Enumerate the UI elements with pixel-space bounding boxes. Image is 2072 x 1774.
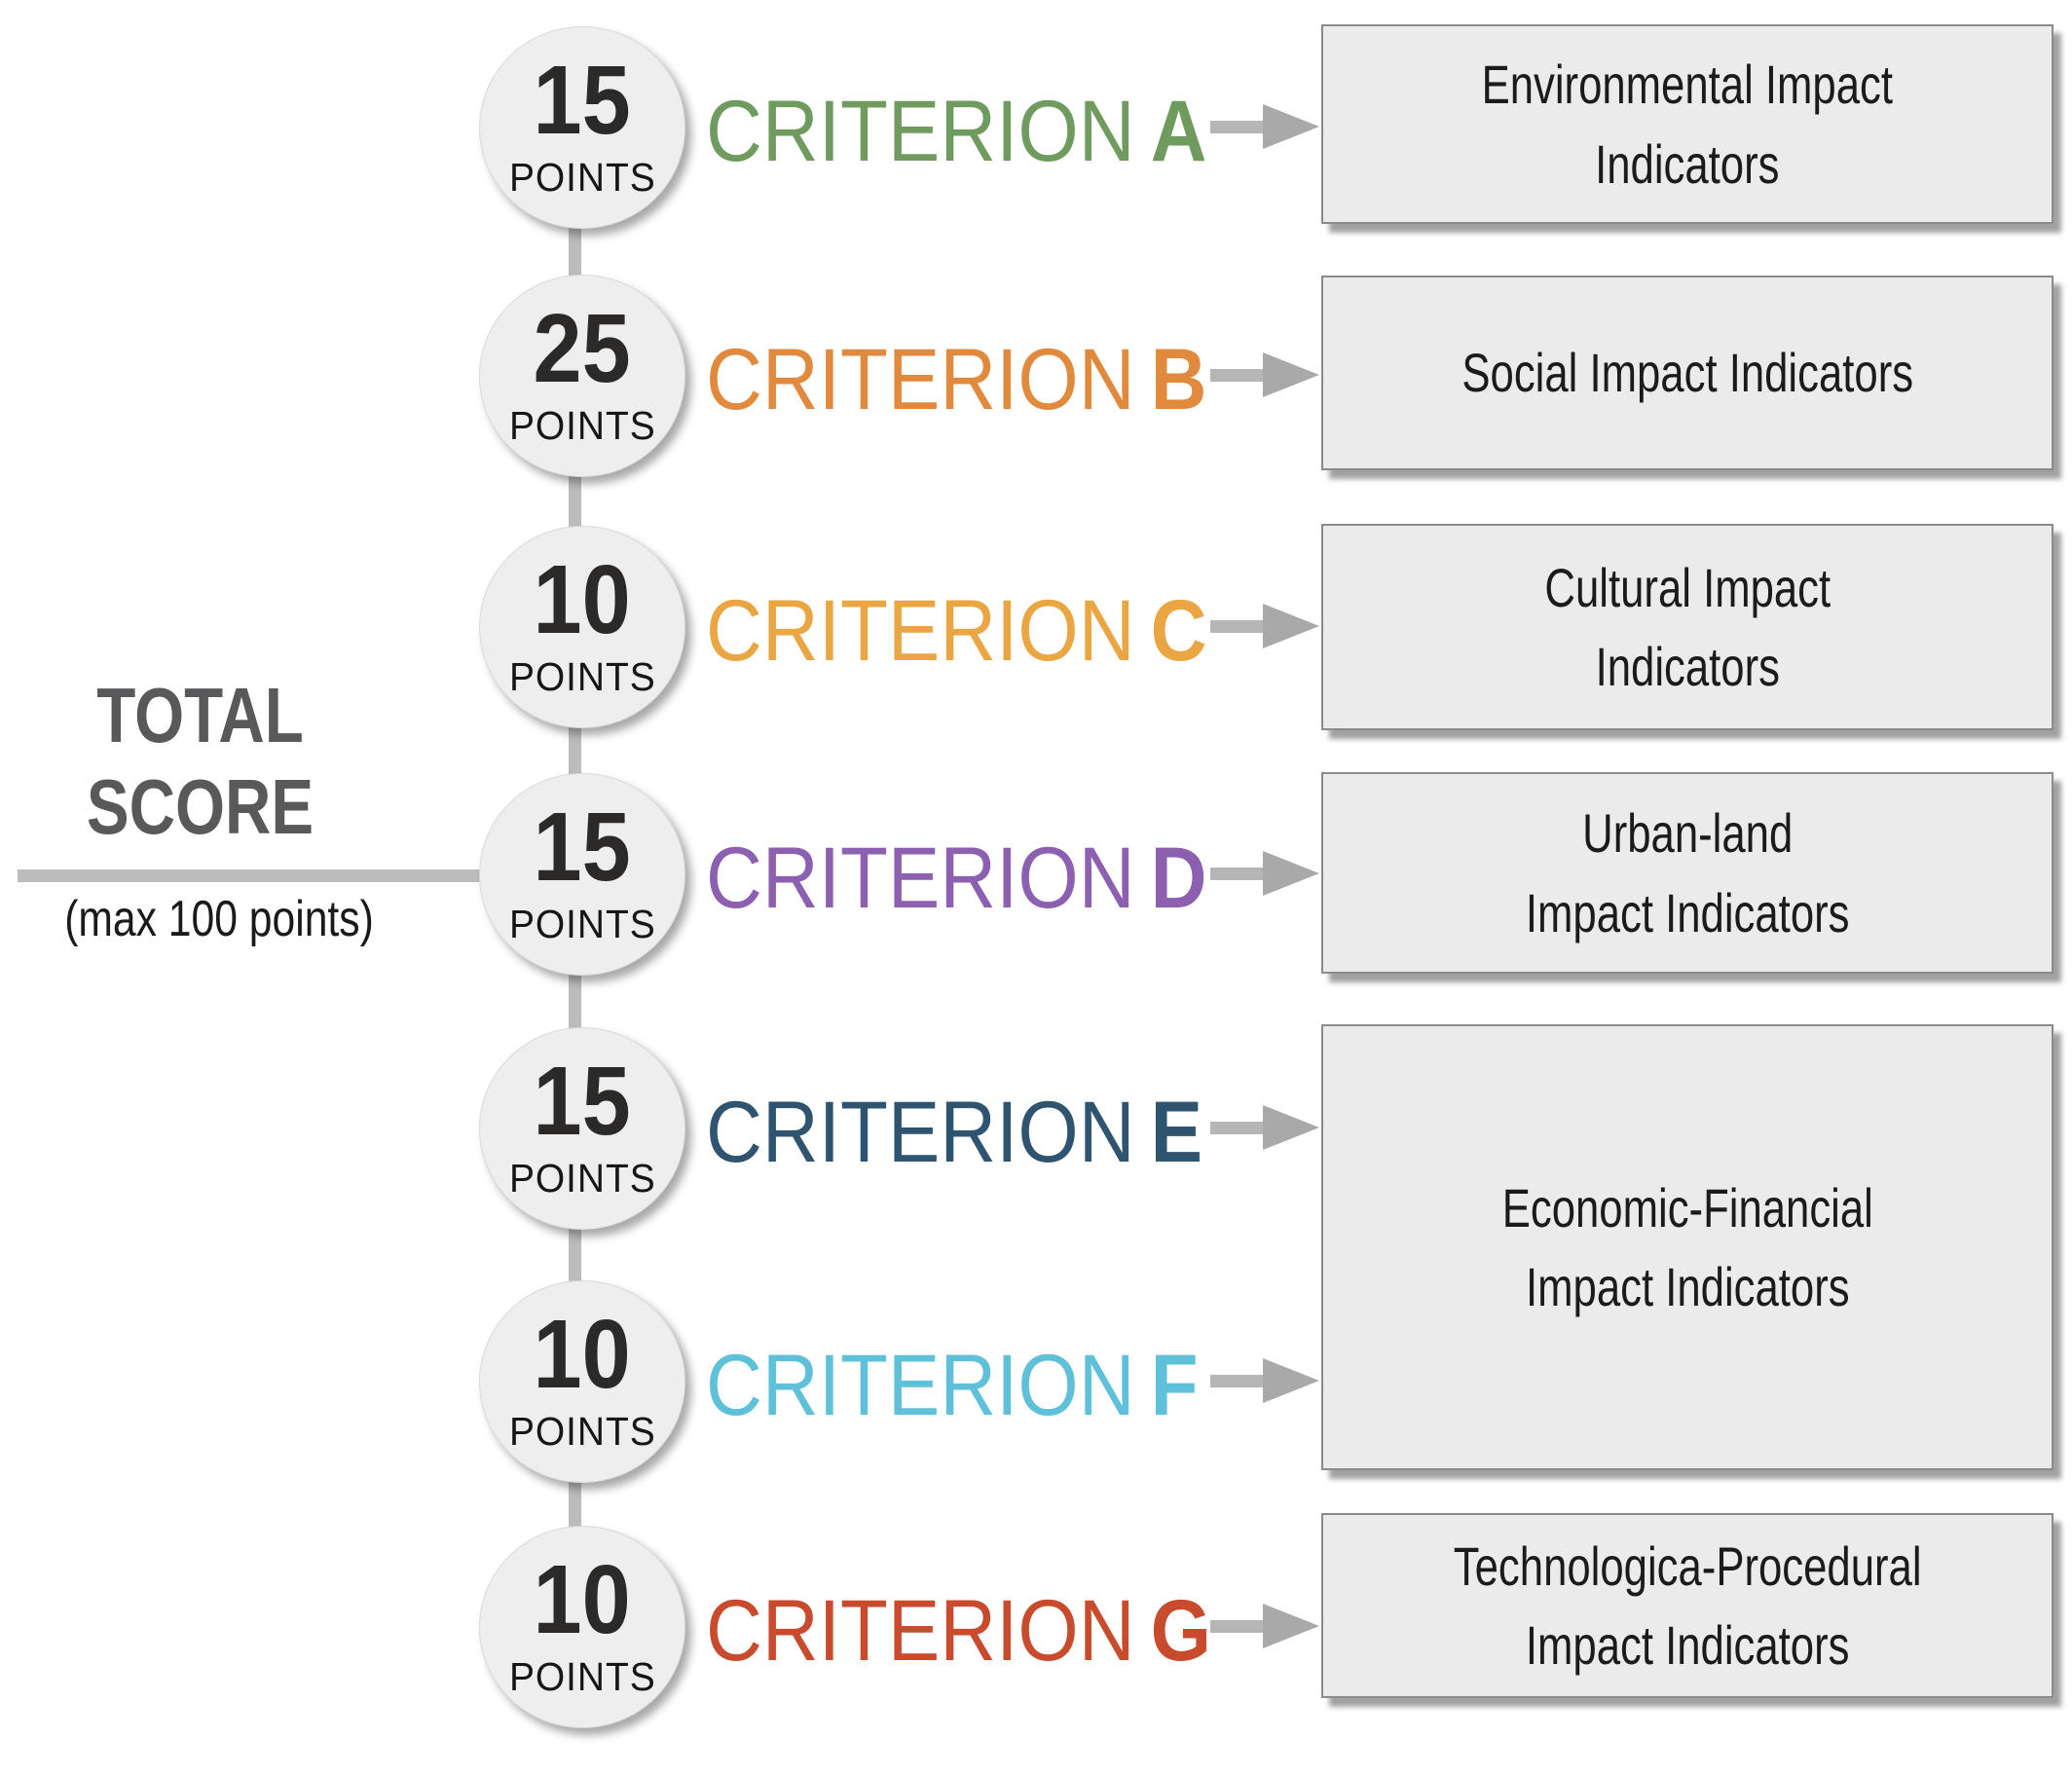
points-value: 10 xyxy=(533,1545,632,1654)
criterion-letter: G xyxy=(1150,1580,1211,1679)
arrow-shaft xyxy=(1210,619,1263,633)
criterion-row-e: 15 POINTS CRITERION E xyxy=(479,1025,1433,1230)
total-score-line2: SCORE xyxy=(86,763,314,851)
criterion-word: CRITERION xyxy=(706,1580,1135,1679)
points-badge: 10 POINTS xyxy=(479,526,685,728)
total-score-label: TOTAL SCORE xyxy=(66,670,334,854)
points-badge: 15 POINTS xyxy=(479,26,685,229)
criterion-word: CRITERION xyxy=(706,81,1135,179)
indicator-box-label: Environmental Impact Indicators xyxy=(1481,54,1894,195)
criterion-word: CRITERION xyxy=(706,580,1135,679)
criterion-label: CRITERION E xyxy=(706,1025,1202,1234)
indicator-box-cultural: Cultural Impact Indicators xyxy=(1321,524,2054,730)
arrow-right-icon xyxy=(1210,1604,1319,1648)
arrow-right-icon xyxy=(1210,104,1319,149)
indicator-box-environmental: Environmental Impact Indicators xyxy=(1321,24,2054,224)
points-value: 15 xyxy=(533,793,632,902)
criterion-label: CRITERION G xyxy=(706,1524,1211,1732)
points-unit-label: POINTS xyxy=(508,654,656,699)
criterion-letter: A xyxy=(1150,81,1207,179)
points-unit-label: POINTS xyxy=(508,902,656,946)
criterion-word: CRITERION xyxy=(706,1082,1135,1180)
indicator-box-label: Technologica-Procedural Impact Indicator… xyxy=(1453,1534,1922,1676)
arrow-shaft xyxy=(1210,368,1263,382)
criterion-word: CRITERION xyxy=(706,329,1135,427)
indicator-box-label: Cultural Impact Indicators xyxy=(1544,556,1831,697)
arrow-right-icon xyxy=(1210,851,1319,896)
criterion-row-d: 15 POINTS CRITERION D xyxy=(479,771,1433,976)
indicator-box-label: Social Impact Indicators xyxy=(1462,342,1913,404)
points-unit-label: POINTS xyxy=(508,1654,656,1699)
points-badge: 15 POINTS xyxy=(479,773,685,976)
arrow-shaft xyxy=(1210,1374,1263,1387)
points-badge: 25 POINTS xyxy=(479,275,685,477)
arrow-shaft xyxy=(1210,1619,1263,1633)
criterion-label: CRITERION C xyxy=(706,524,1206,732)
total-score-line1: TOTAL xyxy=(96,672,304,758)
criterion-letter: E xyxy=(1150,1082,1203,1180)
points-value: 25 xyxy=(533,294,632,403)
indicator-box-urban-land: Urban-land Impact Indicators xyxy=(1321,772,2054,974)
arrow-right-icon xyxy=(1210,352,1319,397)
arrow-head xyxy=(1263,851,1319,896)
criterion-row-g: 10 POINTS CRITERION G xyxy=(479,1524,1433,1728)
criterion-letter: C xyxy=(1150,580,1207,679)
arrow-right-icon xyxy=(1210,1358,1319,1403)
indicator-box-label: Economic-Financial Impact Indicators xyxy=(1501,1176,1873,1317)
criterion-letter: D xyxy=(1150,828,1207,926)
indicator-box-economic-financial: Economic-Financial Impact Indicators xyxy=(1321,1024,2054,1470)
points-value: 15 xyxy=(533,1047,632,1156)
indicator-box-technological-procedural: Technologica-Procedural Impact Indicator… xyxy=(1321,1513,2054,1698)
arrow-head xyxy=(1263,104,1319,149)
points-badge: 15 POINTS xyxy=(479,1027,685,1230)
arrow-right-icon xyxy=(1210,604,1319,648)
arrow-shaft xyxy=(1210,120,1263,133)
arrow-head xyxy=(1263,1358,1319,1403)
criterion-label: CRITERION A xyxy=(706,24,1206,233)
points-badge: 10 POINTS xyxy=(479,1526,685,1728)
points-value: 15 xyxy=(533,46,632,155)
criterion-label: CRITERION F xyxy=(706,1278,1199,1487)
criterion-row-a: 15 POINTS CRITERION A xyxy=(479,24,1433,229)
arrow-head xyxy=(1263,604,1319,648)
points-value: 10 xyxy=(533,545,632,654)
points-unit-label: POINTS xyxy=(508,155,656,200)
criterion-word: CRITERION xyxy=(706,828,1135,926)
total-score-note: (max 100 points) xyxy=(64,891,374,947)
arrow-head xyxy=(1263,352,1319,397)
points-unit-label: POINTS xyxy=(508,1156,656,1201)
arrow-shaft xyxy=(1210,1121,1263,1134)
indicator-box-label: Urban-land Impact Indicators xyxy=(1525,802,1850,943)
points-value: 10 xyxy=(533,1300,632,1409)
arrow-head xyxy=(1263,1105,1319,1150)
criterion-row-f: 10 POINTS CRITERION F xyxy=(479,1278,1433,1483)
arrow-shaft xyxy=(1210,867,1263,880)
criterion-letter: F xyxy=(1150,1335,1199,1433)
indicator-box-social: Social Impact Indicators xyxy=(1321,276,2054,470)
criterion-word: CRITERION xyxy=(706,1335,1135,1433)
points-unit-label: POINTS xyxy=(508,1409,656,1454)
arrow-right-icon xyxy=(1210,1105,1319,1150)
criterion-letter: B xyxy=(1150,329,1207,427)
criterion-label: CRITERION B xyxy=(706,273,1206,481)
criterion-row-c: 10 POINTS CRITERION C xyxy=(479,524,1433,728)
criterion-label: CRITERION D xyxy=(706,771,1206,979)
arrow-head xyxy=(1263,1604,1319,1648)
points-unit-label: POINTS xyxy=(508,403,656,448)
criterion-row-b: 25 POINTS CRITERION B xyxy=(479,273,1433,477)
total-score-line xyxy=(18,869,582,882)
points-badge: 10 POINTS xyxy=(479,1280,685,1483)
